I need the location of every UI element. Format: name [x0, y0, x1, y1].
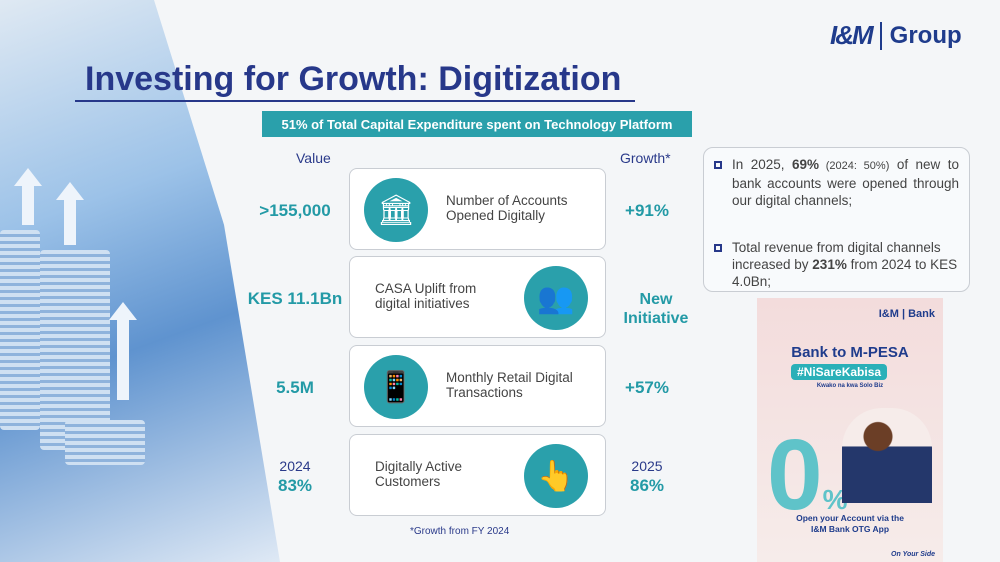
bullet-item: In 2025, 69% (2024: 50%) of new to bank …	[714, 156, 959, 209]
kpi-label: Number of Accounts Opened Digitally	[446, 193, 568, 223]
text-bold: 69%	[791, 157, 819, 172]
kpi-card-active: Digitally Active Customers 👆	[349, 434, 606, 516]
label-line: Number of Accounts	[446, 193, 568, 208]
growth-line: Initiative	[623, 310, 689, 327]
logo-divider	[879, 21, 882, 50]
kpi-card-transactions: 📱 Monthly Retail Digital Transactions	[349, 345, 606, 427]
growth-accounts: +91%	[625, 201, 669, 220]
coin-stack	[0, 230, 40, 430]
page-title: Investing for Growth: Digitization	[85, 60, 622, 98]
ad-slogan: On Your Side	[891, 551, 935, 558]
growth-year: 2025	[631, 458, 663, 474]
value-header: Value	[296, 150, 331, 166]
ad-brand: I&M | Bank	[878, 308, 935, 320]
zero: 0	[767, 419, 823, 531]
text: of new to bank accounts were opened thro…	[732, 157, 960, 208]
label-line: Customers	[375, 474, 441, 489]
arrow-up-icon	[22, 185, 34, 225]
arrow-up-icon	[109, 302, 137, 320]
ad-cta: Open your Account via the I&M Bank OTG Ap…	[757, 513, 943, 535]
bullet-icon	[714, 161, 722, 169]
label-line: digital initiatives	[375, 296, 470, 311]
growth-active: 2025 86%	[597, 456, 697, 496]
users-group-icon: 👥	[524, 266, 588, 330]
ad-headline: Bank to M-PESA	[791, 344, 909, 361]
capex-banner: 51% of Total Capital Expenditure spent o…	[262, 111, 692, 137]
logo-mark: I&M	[830, 20, 874, 50]
value-active: 2024 83%	[225, 456, 365, 496]
value-accounts: >155,000	[259, 201, 331, 220]
coin-stack	[65, 420, 145, 465]
value-year: 2024	[279, 458, 311, 474]
arrow-up-icon	[14, 168, 42, 186]
kpi-label: Digitally Active Customers	[375, 459, 462, 489]
kpi-card-accounts: 🏛 Number of Accounts Opened Digitally	[349, 168, 606, 250]
bullet-item: Total revenue from digital channels incr…	[714, 239, 959, 290]
bullet-text: In 2025, 69% (2024: 50%) of new to bank …	[732, 156, 959, 209]
label-line: Monthly Retail Digital	[446, 370, 573, 385]
ad-subtitle: Kwako na kwa Solo Biz	[816, 383, 884, 389]
arrow-up-icon	[64, 200, 76, 245]
mobile-payment-icon: 📱	[364, 355, 428, 419]
growth-number: 86%	[629, 476, 665, 495]
text: from 2024 to KES 4.0Bn;	[732, 257, 958, 289]
logo-group-text: Group	[889, 21, 962, 49]
arrow-up-icon	[56, 182, 84, 200]
value-transactions: 5.5M	[276, 378, 314, 397]
highlights-box: In 2025, 69% (2024: 50%) of new to bank …	[703, 147, 970, 292]
kpi-label: Monthly Retail Digital Transactions	[446, 370, 573, 400]
kpi-label: CASA Uplift from digital initiatives	[375, 281, 476, 311]
bank-card-icon: 🏛	[364, 178, 428, 242]
touch-phone-icon: 👆	[524, 444, 588, 508]
growth-header: Growth*	[620, 150, 671, 166]
growth-transactions: +57%	[625, 378, 669, 397]
text: In 2025,	[732, 157, 792, 172]
mpesa-advert: I&M | Bank Bank to M-PESA #NiSareKabisa …	[757, 298, 943, 562]
bullet-text: Total revenue from digital channels incr…	[732, 239, 959, 290]
label-line: Digitally Active	[375, 459, 463, 474]
text-bold: 231%	[812, 257, 847, 272]
growth-casa: New Initiative	[606, 290, 706, 328]
im-group-logo: I&M Group	[830, 20, 962, 51]
cta-line: Open your Account via the	[796, 513, 904, 523]
label-line: Transactions	[446, 385, 523, 400]
footnote: *Growth from FY 2024	[410, 526, 510, 537]
text: Total revenue from digital channels incr…	[732, 240, 941, 272]
ad-woman-photo	[842, 408, 932, 503]
cta-line: I&M Bank OTG App	[810, 524, 890, 534]
label-line: Opened Digitally	[446, 208, 546, 223]
coin-stack	[40, 250, 110, 450]
ad-hashtag: #NiSareKabisa	[791, 364, 888, 380]
growth-line: New	[639, 291, 673, 308]
text: (2024: 50%)	[818, 160, 890, 172]
value-number: 83%	[277, 476, 313, 495]
title-underline	[75, 100, 635, 102]
label-line: CASA Uplift from	[375, 281, 477, 296]
value-casa: KES 11.1Bn	[247, 289, 343, 308]
kpi-card-casa: CASA Uplift from digital initiatives 👥	[349, 256, 606, 338]
bullet-icon	[714, 244, 722, 252]
arrow-up-icon	[117, 320, 129, 400]
